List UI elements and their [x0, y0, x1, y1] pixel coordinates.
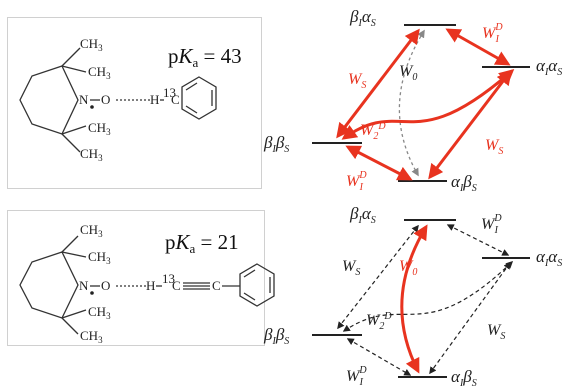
bottom-rate-ws-right: WS — [487, 322, 505, 342]
bottom-w0-arrow — [400, 224, 428, 374]
top-w1d-bottom-arrow — [345, 145, 413, 181]
bottom-energy-diagram: βIαS αIαS βIβS αIβS WS W0 WD I W2D WS WD I — [263, 204, 562, 388]
top-rate-w2d: W2D — [360, 121, 386, 142]
bottom-hydrogen: H — [146, 278, 155, 293]
bottom-carbon-1: C — [172, 278, 181, 293]
bottom-molecule-labels: CH3 CH3 CH3 CH3 N O H 13 C C pKa = 21 — [79, 222, 239, 345]
bottom-molecule-panel — [7, 210, 265, 346]
top-rate-ws-right: WS — [485, 137, 503, 157]
top-molecule-panel — [7, 17, 262, 189]
bottom-rate-w1d-bottom: WD I — [346, 365, 367, 388]
bottom-level-top-label: βIαS — [349, 204, 376, 226]
top-w2d-arrow — [341, 69, 515, 140]
top-ch3-4: CH3 — [80, 146, 103, 163]
bottom-radical-dot — [90, 291, 94, 295]
bottom-level-left-label: βIβS — [263, 325, 289, 347]
bottom-level-right-label: αIαS — [536, 247, 562, 269]
top-rate-w1d-bottom: WD I — [346, 170, 367, 193]
top-level-bottom-label: αIβS — [451, 172, 477, 194]
top-pka-value: pKa = 43 — [168, 44, 242, 70]
bottom-pka-value: pKa = 21 — [165, 230, 239, 256]
bottom-rate-w2d: W2D — [366, 311, 392, 332]
top-carbon: C — [171, 92, 180, 107]
bottom-isotope-label: 13 — [162, 271, 175, 286]
top-level-top-label: βIαS — [349, 7, 376, 29]
top-nitrogen: N — [79, 92, 89, 107]
bottom-ch3-3: CH3 — [88, 304, 111, 321]
top-level-left-label: βIβS — [263, 133, 289, 155]
bottom-ws-right-arrow — [429, 261, 511, 375]
bottom-carbon-2: C — [212, 278, 221, 293]
top-ch3-2: CH3 — [88, 64, 111, 81]
bottom-ch3-4: CH3 — [80, 328, 103, 345]
bottom-rate-w1d-top: WD I — [481, 213, 502, 236]
bottom-w1d-top-arrow — [446, 224, 510, 256]
top-ws-right-arrow — [428, 69, 512, 180]
bottom-oxygen: O — [101, 278, 110, 293]
bottom-level-bottom-label: αIβS — [451, 367, 477, 388]
bottom-ch3-2: CH3 — [88, 249, 111, 266]
top-oxygen: O — [101, 92, 110, 107]
top-rate-w1d-top: WD I — [482, 22, 503, 45]
bottom-ch3-1: CH3 — [80, 222, 103, 239]
top-level-right-label: αIαS — [536, 56, 562, 78]
bottom-molecule-structure — [19, 235, 275, 335]
top-molecule-structure — [19, 47, 217, 153]
top-rate-ws-left: WS — [348, 71, 366, 91]
bottom-rate-ws-left: WS — [342, 258, 360, 278]
top-ch3-1: CH3 — [80, 36, 103, 53]
top-isotope-label: 13 — [163, 85, 176, 100]
bottom-w1d-bottom-arrow — [346, 338, 412, 376]
top-molecule-labels: CH3 CH3 CH3 CH3 N O H 13 C pKa = 43 — [79, 36, 242, 163]
top-ch3-3: CH3 — [88, 120, 111, 137]
top-hydrogen: H — [150, 92, 159, 107]
bottom-nitrogen: N — [79, 278, 89, 293]
top-radical-dot — [90, 105, 94, 109]
bottom-rate-w0: W0 — [399, 258, 417, 278]
bottom-w2d-arrow — [342, 261, 514, 332]
top-energy-diagram: βIαS αIαS βIβS αIβS WS W0 WD I W2D WS WD I — [263, 7, 562, 194]
top-w1d-top-arrow — [445, 28, 511, 66]
top-rate-w0: W0 — [399, 63, 417, 83]
